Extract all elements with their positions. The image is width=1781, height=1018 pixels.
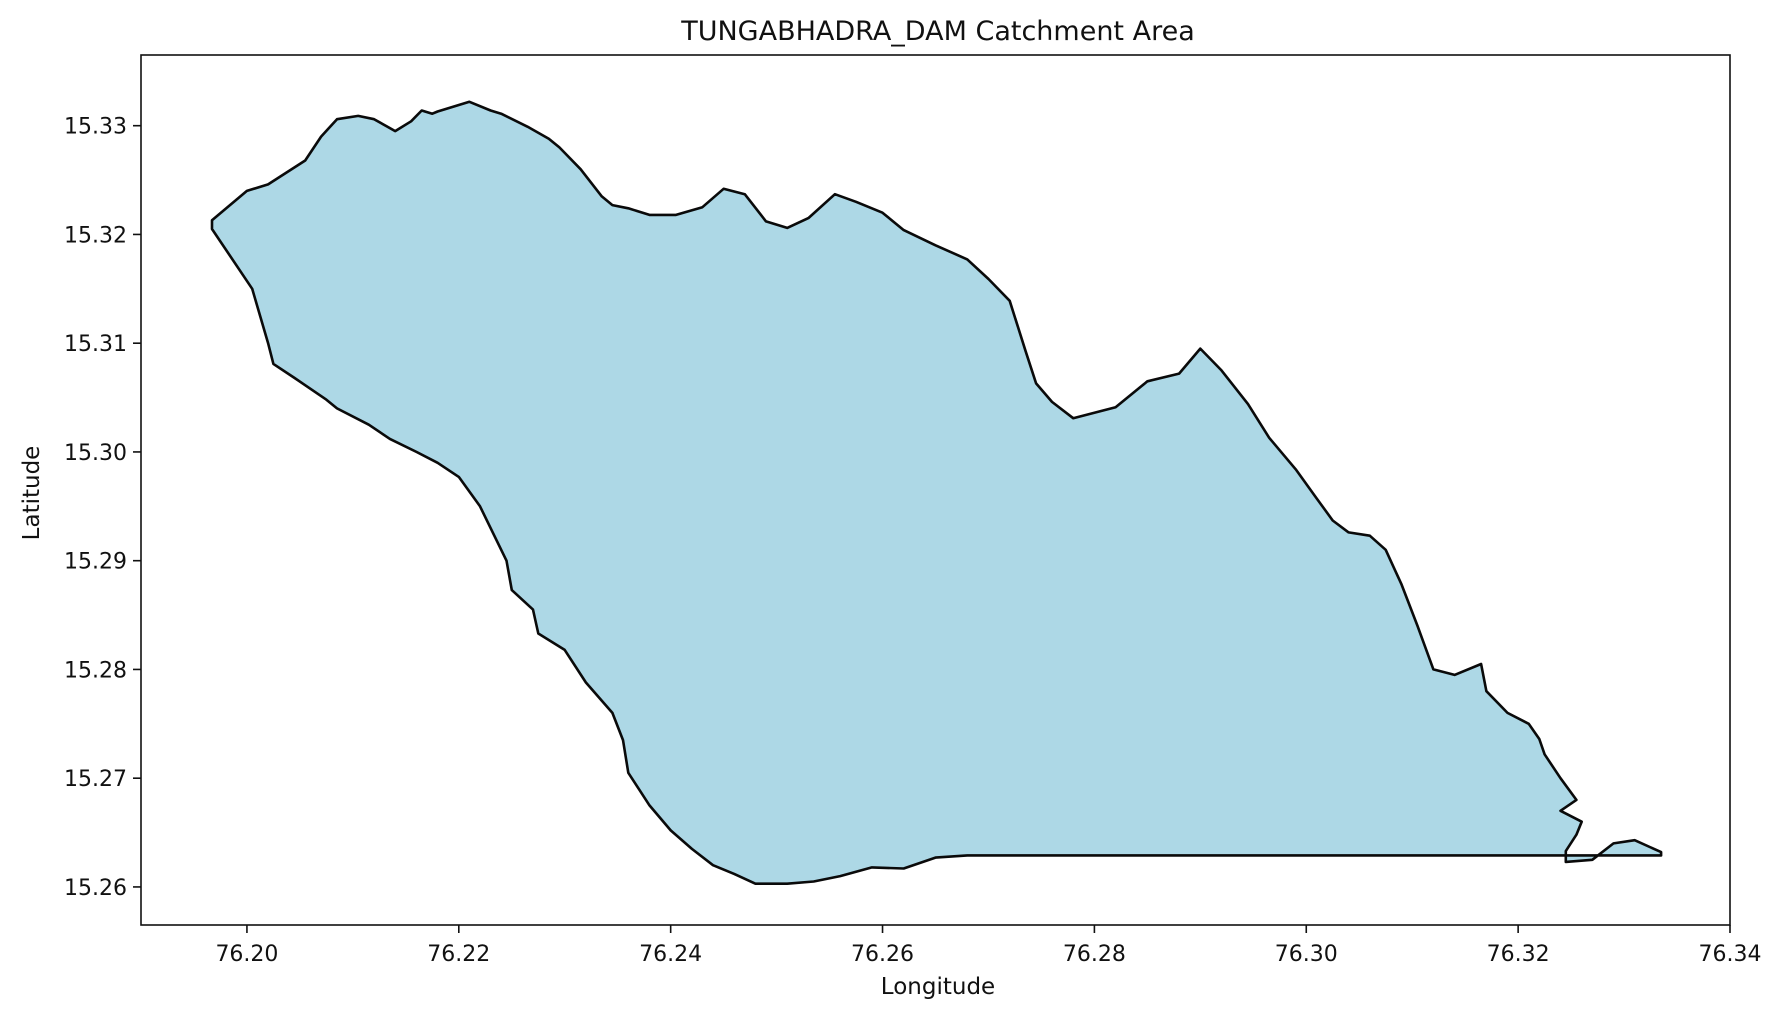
x-axis-label: Longitude — [881, 974, 995, 1000]
axes-frame — [140, 54, 1731, 926]
x-tick-label: 76.24 — [639, 942, 702, 967]
x-tick-label: 76.28 — [1063, 942, 1126, 967]
y-tick-label: 15.26 — [64, 876, 127, 901]
y-axis-label: Latitude — [19, 446, 45, 541]
y-tick-label: 15.33 — [64, 115, 127, 140]
y-tick-label: 15.32 — [64, 223, 127, 248]
chart-title: TUNGABHADRA_DAM Catchment Area — [680, 16, 1195, 47]
x-tick-label: 76.30 — [1275, 942, 1338, 967]
catchment-polygon — [210, 100, 1663, 885]
y-tick-label: 15.28 — [64, 658, 127, 683]
x-tick-label: 76.26 — [851, 942, 914, 967]
y-axis-ticks: 15.26 15.27 15.28 15.29 15.30 15.31 15.32 15.33 — [64, 115, 141, 901]
x-tick-label: 76.32 — [1487, 942, 1550, 967]
x-tick-label: 76.20 — [215, 942, 278, 967]
plot-area — [140, 54, 1731, 926]
y-tick-label: 15.27 — [64, 767, 127, 792]
x-tick-label: 76.22 — [427, 942, 490, 967]
y-tick-label: 15.30 — [64, 441, 127, 466]
y-tick-label: 15.29 — [64, 550, 127, 575]
x-axis-ticks: 76.20 76.22 76.24 76.26 76.28 76.30 76.32 76.34 — [215, 925, 1761, 967]
x-tick-label: 76.34 — [1699, 942, 1762, 967]
y-tick-label: 15.31 — [64, 332, 127, 357]
